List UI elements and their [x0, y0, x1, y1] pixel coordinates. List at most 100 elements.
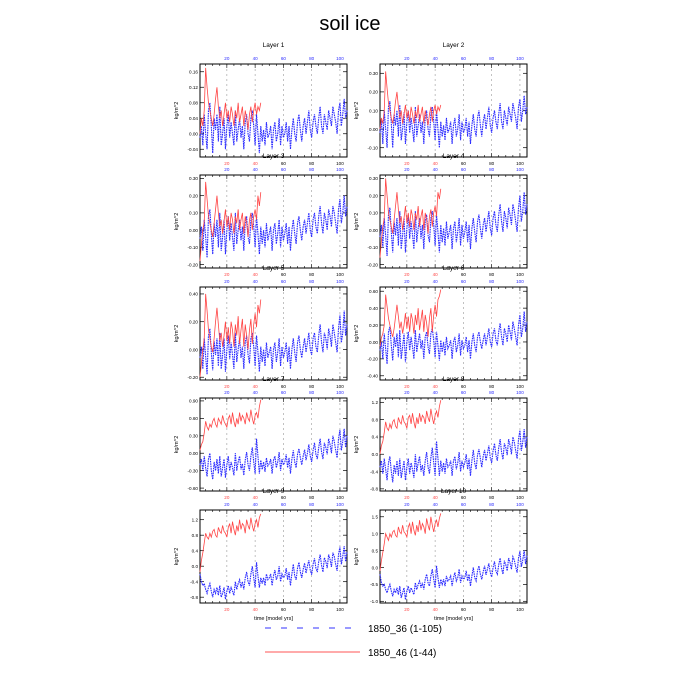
y-tick-label: -0.20	[188, 262, 199, 267]
y-tick-label: 0.00	[369, 340, 378, 345]
x-tick-label-bottom: 80	[489, 161, 495, 166]
x-tick-label-bottom: 20	[404, 384, 410, 389]
y-tick-label: 0.08	[189, 101, 198, 106]
x-tick-label-top: 80	[309, 502, 315, 507]
x-tick-label-bottom: 80	[489, 495, 495, 500]
x-tick-label-top: 80	[309, 390, 315, 395]
y-tick-label: 0.10	[369, 211, 378, 216]
y-tick-label: 0.30	[189, 176, 198, 181]
x-tick-label-bottom: 100	[336, 272, 344, 277]
y-axis-label: kg/m^2	[174, 102, 180, 120]
x-tick-label-top: 40	[253, 167, 259, 172]
x-tick-label-top: 40	[433, 56, 439, 61]
x-tick-label-top: 100	[336, 56, 344, 61]
panel-6: Layer 6 -0.40 -0.20 0.00 0.20 0.40 0.60 20 20 40 4…	[354, 265, 528, 389]
y-tick-label: -0.5	[370, 582, 378, 587]
x-tick-label-top: 100	[516, 390, 524, 395]
x-tick-label-bottom: 40	[433, 607, 439, 612]
x-tick-label-top: 100	[336, 167, 344, 172]
y-tick-label: 0.20	[369, 193, 378, 198]
y-tick-label: 0.4	[372, 435, 379, 440]
x-tick-label-top: 40	[433, 279, 439, 284]
y-tick-label: -0.30	[188, 468, 199, 473]
y-tick-label: 0.0	[372, 452, 379, 457]
x-axis-label: time [model yrs]	[254, 616, 293, 622]
x-tick-label-top: 60	[461, 56, 467, 61]
x-tick-label-top: 40	[253, 390, 259, 395]
x-tick-label-bottom: 100	[516, 495, 524, 500]
y-tick-label: 0.10	[369, 108, 378, 113]
x-tick-label-bottom: 20	[404, 607, 410, 612]
x-tick-label-bottom: 60	[461, 272, 467, 277]
x-tick-label-top: 40	[433, 390, 439, 395]
series-line-1850-36	[199, 310, 348, 375]
series-line-1850-36	[379, 550, 528, 600]
x-tick-label-bottom: 20	[224, 495, 230, 500]
series-line-1850-46	[379, 178, 442, 258]
x-tick-label-bottom: 60	[281, 384, 287, 389]
panel-5: Layer 5 -0.20 0.00 0.20 0.40 20 20 40 40 60 80 100 6…	[174, 265, 348, 389]
x-tick-label-top: 60	[281, 502, 287, 507]
y-tick-label: -0.20	[188, 375, 199, 380]
y-axis-label: kg/m^2	[174, 548, 180, 566]
legend: 1850_36 (1-105) 1850_46 (1-44)	[265, 624, 442, 659]
x-tick-label-top: 40	[433, 502, 439, 507]
x-tick-label-top: 20	[224, 56, 230, 61]
y-tick-label: 0.20	[369, 90, 378, 95]
x-tick-label-bottom: 60	[281, 495, 287, 500]
x-tick-label-bottom: 80	[309, 161, 315, 166]
x-tick-label-top: 60	[281, 167, 287, 172]
y-tick-label: 0.00	[189, 451, 198, 456]
x-tick-label-top: 40	[253, 279, 259, 284]
series-line-1850-46	[199, 67, 262, 134]
panel-title: Layer 2	[443, 42, 465, 49]
x-axis-label: time [model yrs]	[434, 616, 473, 622]
series-line-1850-46	[199, 181, 262, 262]
x-tick-label-bottom: 80	[309, 384, 315, 389]
x-tick-label-top: 20	[404, 390, 410, 395]
y-tick-label: 0.30	[369, 176, 378, 181]
x-tick-label-bottom: 100	[336, 495, 344, 500]
y-tick-label: 0.20	[189, 193, 198, 198]
series-line-1850-36	[199, 428, 348, 480]
x-tick-label-top: 20	[404, 167, 410, 172]
panel-title: Layer 8	[443, 376, 465, 383]
x-tick-label-bottom: 20	[404, 495, 410, 500]
x-tick-label-top: 60	[281, 390, 287, 395]
panel-10: Layer 10 -1.0 -0.5 0.0 0.5 1.0 1.5 20 20 40 40 60 80…	[354, 488, 528, 622]
series-line-1850-36	[379, 95, 528, 148]
series-line-1850-46	[199, 399, 262, 451]
series-line-1850-36	[379, 192, 528, 256]
x-tick-label-top: 40	[433, 167, 439, 172]
x-tick-label-bottom: 100	[336, 607, 344, 612]
y-tick-label: 0.30	[369, 71, 378, 76]
x-tick-label-top: 20	[224, 167, 230, 172]
plot-frame	[379, 397, 528, 492]
plot-frame	[199, 509, 348, 604]
x-tick-label-top: 100	[516, 167, 524, 172]
x-tick-label-top: 80	[309, 167, 315, 172]
y-tick-label: -0.8	[370, 487, 378, 492]
x-tick-label-bottom: 40	[433, 495, 439, 500]
y-tick-label: 0.20	[189, 320, 198, 325]
y-tick-label: -0.40	[368, 374, 379, 379]
x-tick-label-top: 40	[253, 502, 259, 507]
figure-title: soil ice	[319, 13, 380, 35]
series-line-1850-36	[199, 98, 348, 154]
x-tick-label-bottom: 80	[489, 384, 495, 389]
y-tick-label: 0.8	[192, 533, 199, 538]
y-tick-label: 0.5	[372, 548, 379, 553]
x-tick-label-top: 100	[516, 279, 524, 284]
y-tick-label: 0.4	[192, 548, 199, 553]
y-tick-label: 0.00	[189, 132, 198, 137]
x-tick-label-top: 80	[489, 56, 495, 61]
y-tick-label: -0.10	[188, 245, 199, 250]
x-tick-label-bottom: 40	[253, 272, 259, 277]
y-tick-label: -0.10	[368, 146, 379, 151]
panel-2: Layer 2 -0.10 0.00 0.10 0.20 0.30 20 20 40 40 60 80…	[354, 42, 528, 166]
x-tick-label-bottom: 60	[461, 384, 467, 389]
panel-title: Layer 3	[263, 153, 285, 160]
x-tick-label-bottom: 100	[336, 161, 344, 166]
y-axis-label: kg/m^2	[174, 213, 180, 231]
plot-frame	[199, 286, 348, 381]
